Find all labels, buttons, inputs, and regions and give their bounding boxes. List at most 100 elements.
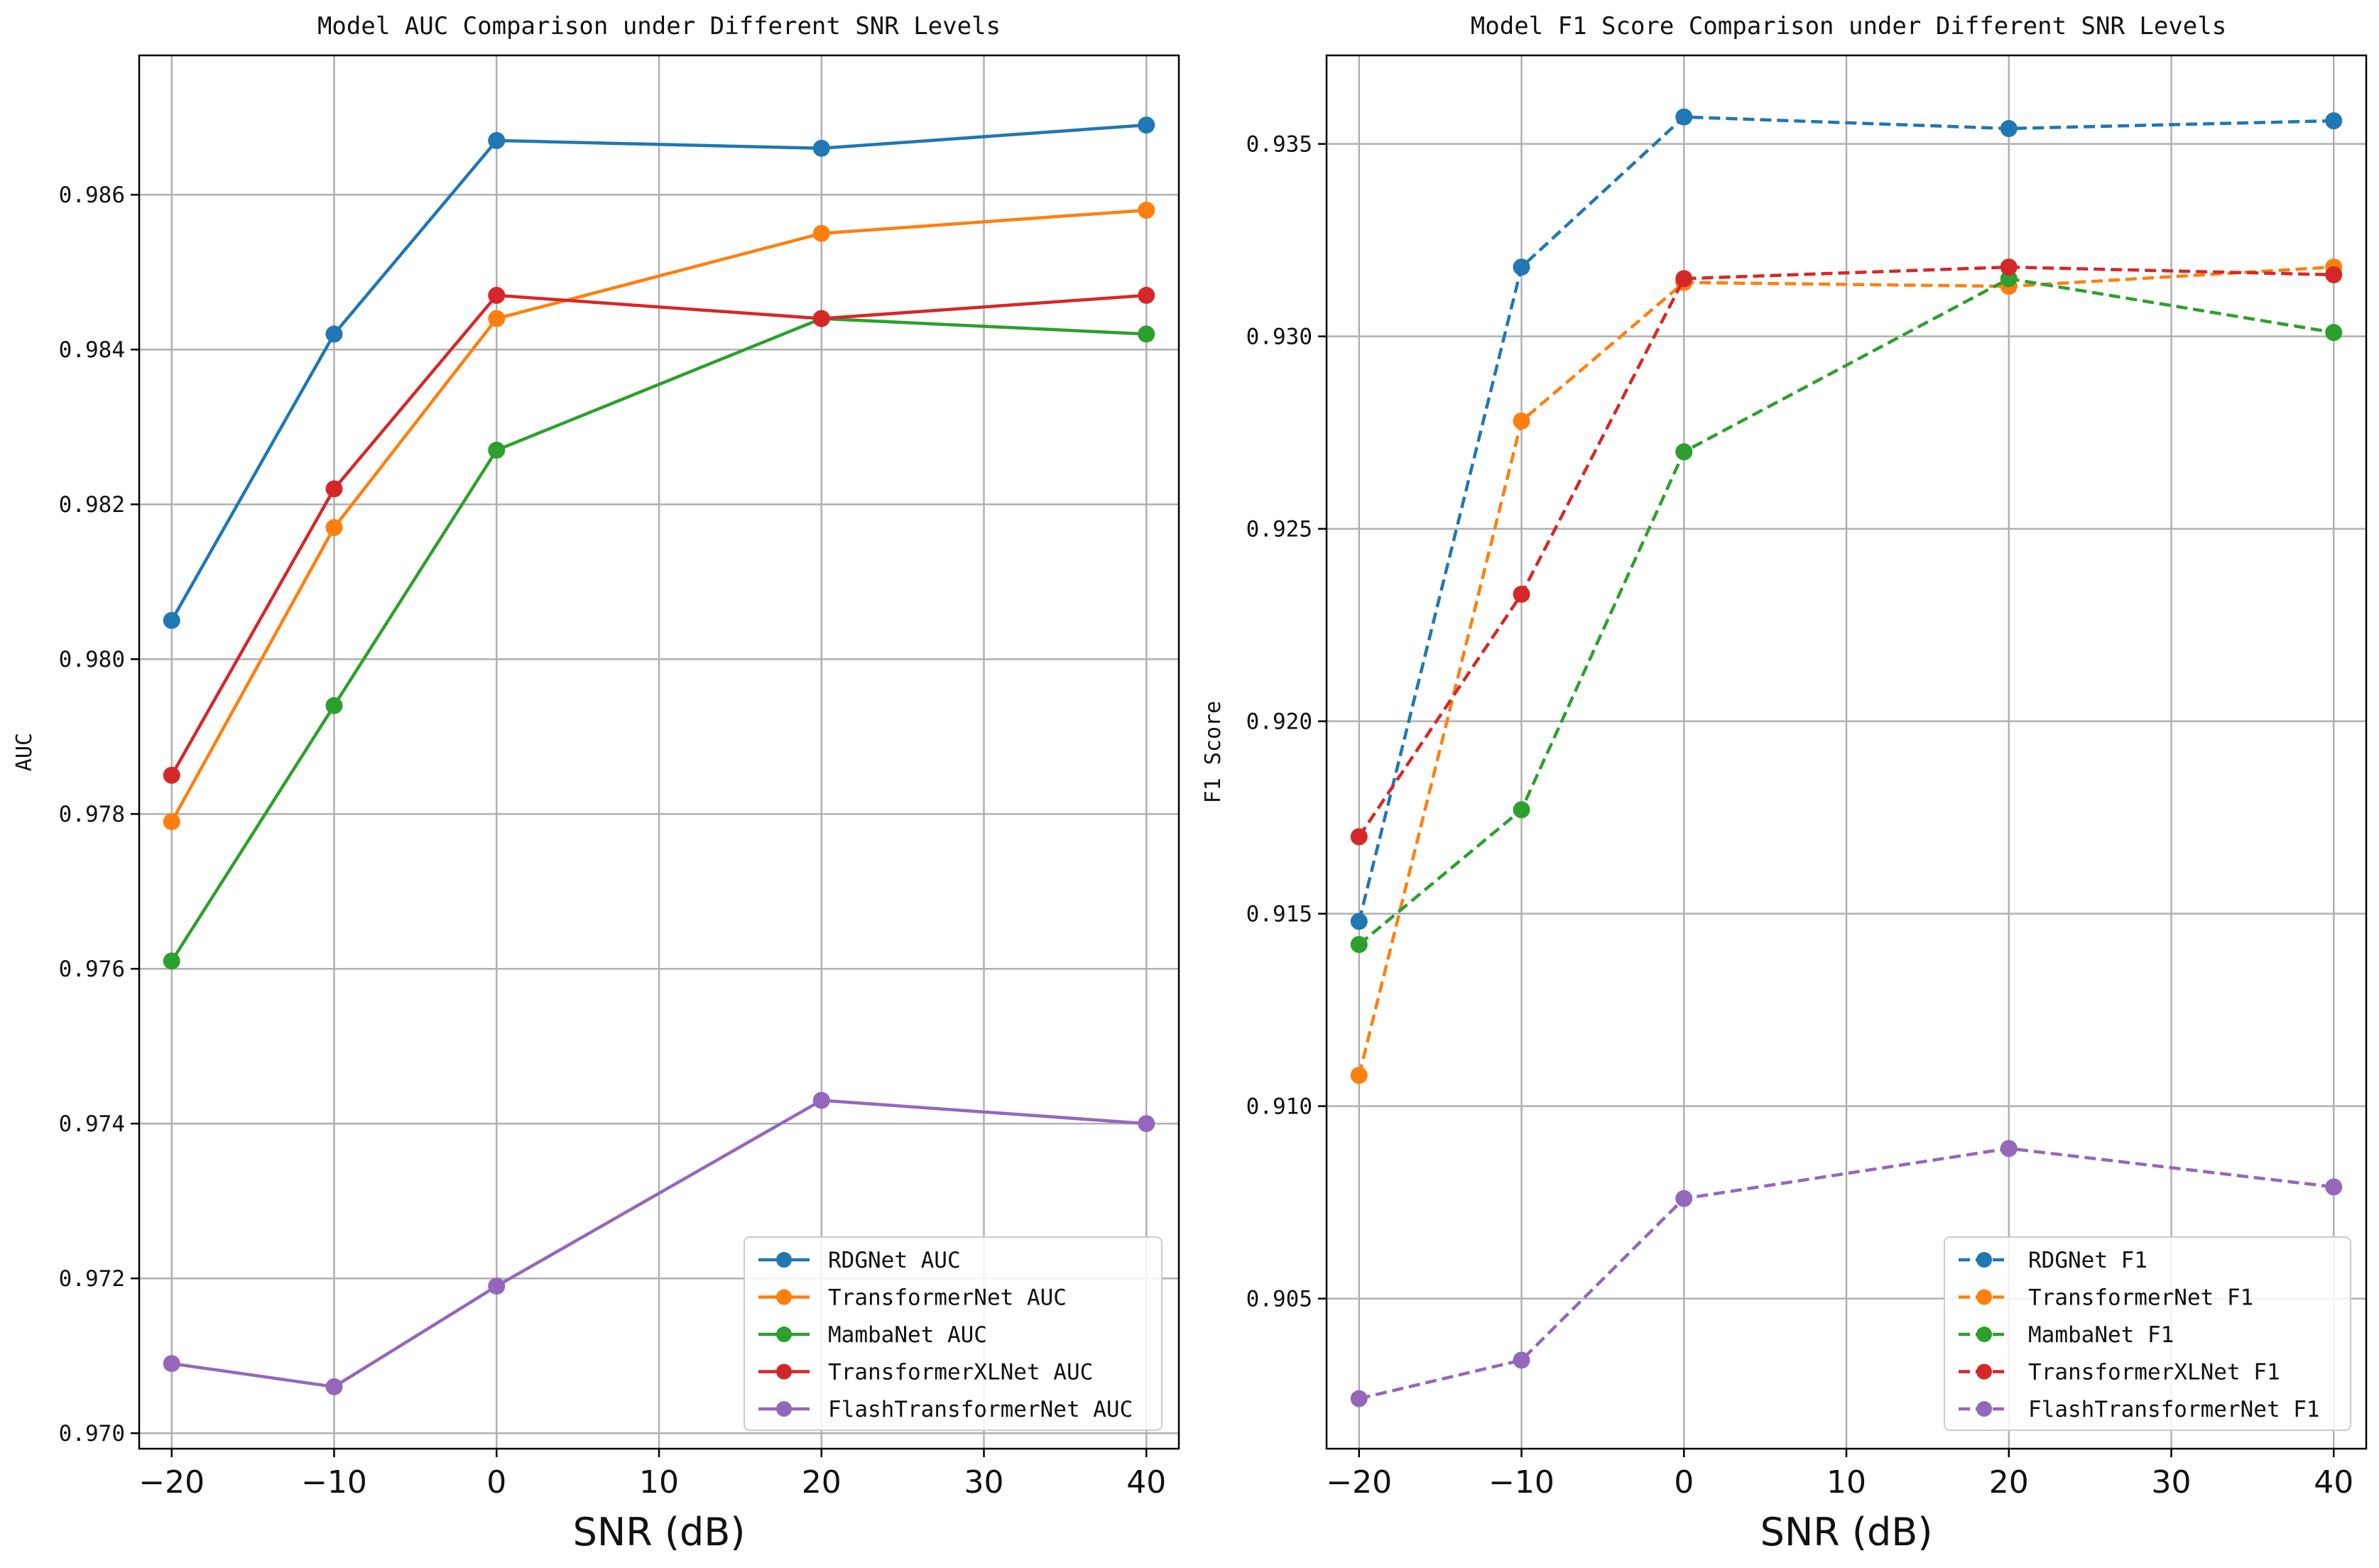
f1-chart-title: Model F1 Score Comparison under Differen… [1471,12,2226,40]
f1-series-1 [1350,108,2343,930]
f1-legend-box [1944,1236,2351,1431]
f1-data-point [1675,1189,1693,1207]
f1-y-tick-label: 0.910 [1246,1094,1312,1120]
f1-data-point [1675,108,1693,126]
auc-data-point [325,325,343,343]
auc-legend-swatch-marker [776,1252,792,1268]
f1-data-point [1513,1351,1530,1369]
f1-legend-swatch-marker [1976,1401,1992,1417]
auc-legend-label: TransformerXLNet AUC [828,1360,1093,1385]
f1-legend-swatch-marker [1976,1289,1992,1305]
auc-x-tick-label: 0 [486,1464,506,1501]
auc-data-point [812,310,830,327]
f1-legend-label: FlashTransformerNet F1 [2028,1397,2320,1422]
auc-legend-item: MambaNet AUC [758,1322,987,1348]
f1-data-point [1350,828,1368,846]
auc-y-tick-label: 0.982 [59,492,125,518]
f1-data-point [1513,412,1530,430]
auc-x-tick-label: 10 [639,1464,679,1501]
auc-chart-panel: Model AUC Comparison under Different SNR… [12,12,1180,1555]
f1-x-tick-label: 0 [1674,1464,1694,1501]
auc-legend-label: MambaNet AUC [828,1322,987,1348]
f1-x-tick-label: 20 [1989,1464,2029,1501]
auc-chart-title: Model AUC Comparison under Different SNR… [317,12,1001,40]
f1-data-point [1350,935,1368,953]
f1-x-tick-label: 30 [2152,1464,2192,1501]
f1-data-point [1513,585,1530,603]
auc-legend-item: FlashTransformerNet AUC [758,1397,1133,1422]
auc-data-point [488,286,506,304]
f1-legend-item: TransformerXLNet F1 [1959,1360,2280,1385]
auc-y-tick-label: 0.980 [59,647,125,673]
f1-legend-item: RDGNet F1 [1959,1248,2147,1273]
f1-legend: RDGNet F1 TransformerNet F1 MambaNet F1 Tra… [1944,1236,2351,1431]
f1-legend-swatch-marker [1976,1327,1992,1342]
auc-legend-item: RDGNet AUC [758,1248,961,1273]
f1-y-tick-label: 0.905 [1246,1287,1312,1312]
auc-x-tick-label: 40 [1126,1464,1166,1501]
auc-data-point [488,1278,506,1295]
auc-legend-label: FlashTransformerNet AUC [828,1397,1133,1422]
auc-data-point [812,139,830,157]
auc-legend-label: TransformerNet AUC [828,1285,1067,1311]
auc-legend-swatch-marker [776,1363,792,1380]
f1-data-point [2000,258,2018,276]
f1-x-tick-label: 10 [1827,1464,1866,1501]
auc-data-point [488,310,506,327]
auc-legend-label: RDGNet AUC [828,1248,961,1273]
auc-x-tick-label: −20 [138,1464,205,1501]
f1-legend-item: FlashTransformerNet F1 [1959,1397,2320,1422]
f1-y-tick-label: 0.915 [1246,902,1312,927]
auc-data-point [163,813,180,831]
auc-y-axis-label: AUC [12,733,37,771]
f1-data-point [2325,112,2343,130]
auc-legend-swatch-marker [776,1289,792,1305]
auc-data-point [812,224,830,242]
f1-y-tick-label: 0.930 [1246,325,1312,350]
f1-legend-label: TransformerNet F1 [2028,1285,2253,1311]
auc-legend-item: TransformerXLNet AUC [758,1360,1093,1385]
auc-data-point [488,131,506,149]
auc-y-tick-label: 0.972 [59,1266,125,1292]
auc-x-axis-label: SNR (dB) [573,1510,746,1555]
f1-series-line [1357,265,2334,838]
f1-legend-label: RDGNet F1 [2028,1248,2147,1273]
auc-data-point [1138,116,1155,134]
auc-legend-item: TransformerNet AUC [758,1285,1067,1311]
auc-series-5 [163,1091,1155,1395]
f1-data-point [1350,1067,1368,1084]
auc-data-point [1138,286,1155,304]
f1-series-4 [1350,258,2343,846]
f1-y-tick-label: 0.920 [1246,709,1312,735]
auc-series-1 [163,116,1155,629]
auc-legend-box [744,1236,1163,1431]
f1-data-point [1513,801,1530,819]
auc-y-tick-label: 0.984 [59,337,125,363]
auc-data-point [1138,1115,1155,1133]
auc-data-point [163,1355,180,1373]
f1-data-point [1675,443,1693,461]
auc-data-point [325,697,343,714]
auc-y-tick-label: 0.986 [59,183,125,208]
f1-data-point [1675,270,1693,288]
auc-legend-swatch-marker [776,1401,792,1417]
auc-data-point [325,1378,343,1395]
f1-data-point [2325,324,2343,342]
f1-legend-item: TransformerNet F1 [1959,1285,2253,1311]
auc-x-tick-label: 20 [802,1464,842,1501]
f1-x-tick-label: 40 [2314,1464,2353,1501]
auc-y-tick-label: 0.974 [59,1111,125,1137]
f1-data-point [2325,266,2343,283]
f1-y-tick-label: 0.935 [1246,132,1312,158]
auc-legend: RDGNet AUC TransformerNet AUC MambaNet AUC… [744,1236,1163,1431]
f1-legend-label: MambaNet F1 [2028,1322,2174,1348]
f1-data-point [1350,913,1368,930]
auc-data-point [1138,325,1155,343]
f1-data-point [1350,1390,1368,1408]
f1-y-axis-label: F1 Score [1201,701,1226,804]
f1-x-tick-label: −20 [1326,1464,1392,1501]
f1-legend-swatch-marker [1976,1252,1992,1268]
f1-legend-item: MambaNet F1 [1959,1322,2174,1348]
auc-y-tick-label: 0.978 [59,802,125,827]
